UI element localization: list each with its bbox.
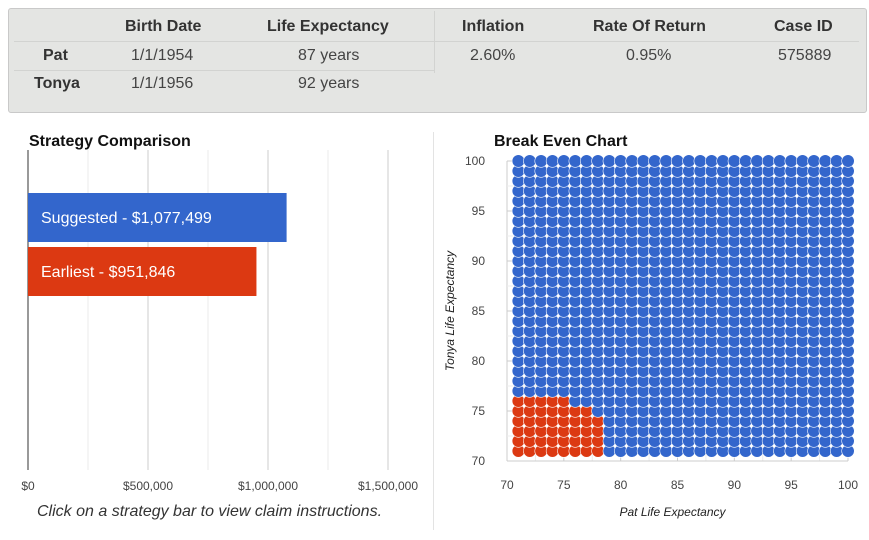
suggested-point[interactable] [705,154,719,168]
footer-instructions: Click on a strategy bar to view claim in… [37,503,383,520]
suggested-point[interactable] [534,154,548,168]
suggested-point[interactable] [784,154,798,168]
rate-of-return-value: 0.95% [626,47,672,64]
suggested-point[interactable] [795,154,810,168]
suggested-point[interactable] [773,154,787,168]
suggested-point[interactable] [693,154,707,168]
y-axis-title: Tonya Life Expectancy [443,250,457,371]
bar[interactable] [28,247,257,296]
suggested-point[interactable] [818,154,832,168]
suggested-point[interactable] [830,154,844,168]
tonya-life-expectancy: 92 years [298,75,360,92]
break-even-chart: 70 75 80 85 90 95 100 70 75 80 85 90 95 100 Pat Life E… [443,154,858,519]
suggested-point[interactable] [682,154,696,168]
suggested-point[interactable] [568,154,582,168]
y-tick-label: 95 [472,204,486,218]
suggested-point[interactable] [807,154,821,168]
suggested-point[interactable] [739,154,753,168]
header-birth-date: Birth Date [125,18,202,35]
row-divider [14,70,434,71]
suggested-point[interactable] [750,154,764,168]
info-panel: Birth Date Life Expectancy Inflation Rat… [8,8,867,113]
suggested-point[interactable] [761,154,776,168]
strategy-comparison-chart: Suggested - $1,077,499 Earliest - $951,84… [21,150,418,493]
suggested-point[interactable] [591,154,605,168]
bar[interactable] [28,193,287,242]
pat-birth-date: 1/1/1954 [131,47,194,64]
x-tick-label: 100 [838,478,858,492]
suggested-point[interactable] [557,154,571,168]
scatter-points [511,154,855,458]
suggested-point[interactable] [602,154,616,168]
header-rate-of-return: Rate Of Return [593,18,706,35]
x-axis-title: Pat Life Expectancy [619,505,726,519]
x-tick-label: $0 [21,479,35,493]
bar-label: Suggested - $1,077,499 [41,210,212,227]
suggested-point[interactable] [727,154,741,168]
strategy-bar-suggested[interactable]: Suggested - $1,077,499 [28,193,287,242]
suggested-point[interactable] [579,154,594,168]
x-tick-label: 95 [784,478,798,492]
suggested-point[interactable] [841,154,855,168]
panel-divider [433,132,434,530]
header-inflation: Inflation [462,18,525,35]
suggested-point[interactable] [659,154,673,168]
y-tick-label: 85 [472,304,486,318]
strategy-comparison-title: Strategy Comparison [29,133,191,150]
x-tick-label: $1,000,000 [238,479,298,493]
tonya-birth-date: 1/1/1956 [131,75,194,92]
x-tick-label: $1,500,000 [358,479,418,493]
bar-label: Earliest - $951,846 [41,264,175,281]
x-tick-label: 70 [500,478,514,492]
suggested-point[interactable] [523,154,537,168]
y-tick-label: 70 [472,454,486,468]
inflation-value: 2.60% [470,47,516,64]
x-tick-label: $500,000 [123,479,173,493]
y-tick-label: 80 [472,354,486,368]
row-label-tonya: Tonya [34,75,80,92]
case-id-value: 575889 [778,47,832,64]
y-tick-label: 100 [465,154,485,168]
suggested-point[interactable] [636,154,650,168]
x-tick-label: 90 [728,478,742,492]
x-tick-label: 85 [671,478,685,492]
suggested-point[interactable] [545,154,560,168]
column-divider [434,11,435,73]
suggested-point[interactable] [625,154,639,168]
pat-life-expectancy: 87 years [298,47,360,64]
suggested-point[interactable] [614,154,628,168]
suggested-point[interactable] [511,154,525,168]
strategy-bar-earliest[interactable]: Earliest - $951,846 [28,247,257,296]
y-tick-label: 90 [472,254,486,268]
header-life-expectancy: Life Expectancy [267,18,389,35]
row-label-pat: Pat [43,47,68,64]
suggested-point[interactable] [648,154,662,168]
break-even-title: Break Even Chart [494,133,628,150]
x-tick-label: 75 [557,478,571,492]
suggested-point[interactable] [716,154,730,168]
x-tick-label: 80 [614,478,628,492]
header-divider [14,41,859,42]
y-tick-label: 75 [472,404,486,418]
suggested-point[interactable] [670,154,685,168]
header-case-id: Case ID [774,18,833,35]
